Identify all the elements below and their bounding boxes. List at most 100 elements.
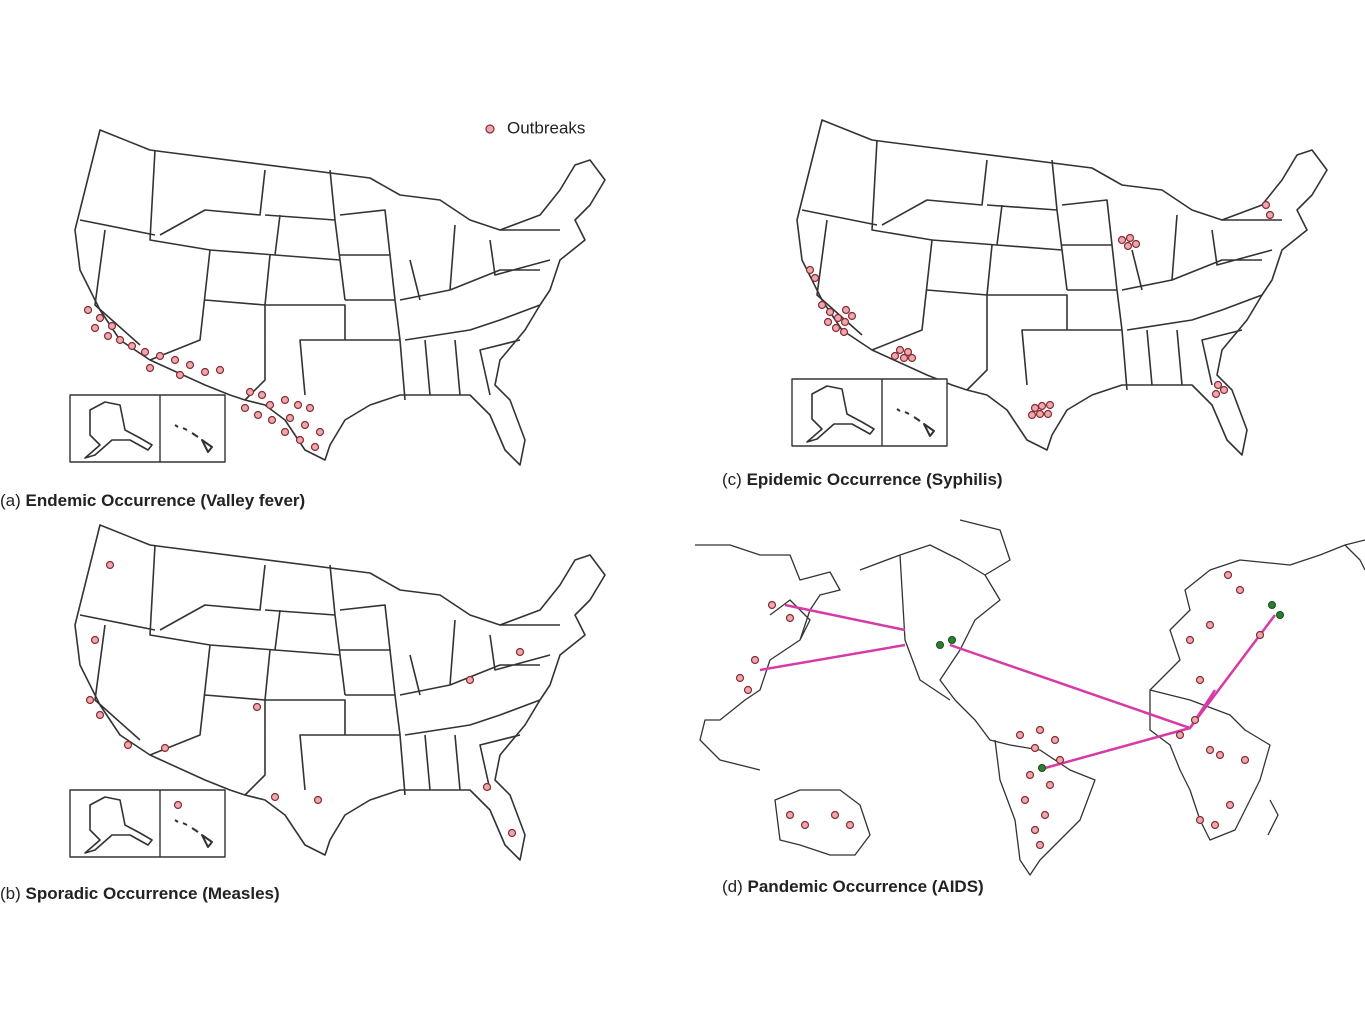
outbreak-marker [1037, 401, 1047, 411]
outbreak-marker [785, 613, 795, 623]
outbreak-marker [127, 341, 137, 351]
outbreak-marker [465, 675, 475, 685]
outbreak-marker [105, 560, 115, 570]
caption-title: Pandemic Occurrence (AIDS) [748, 877, 984, 896]
outbreak-marker [831, 323, 841, 333]
outbreak-marker [1205, 745, 1215, 755]
outbreak-marker [1123, 241, 1133, 251]
outbreak-marker [155, 351, 165, 361]
outbreak-marker [833, 313, 843, 323]
outbreak-marker [1210, 820, 1220, 830]
caption-tag: (b) [0, 884, 21, 903]
outbreak-marker [1043, 409, 1053, 419]
outbreak-marker [1185, 635, 1195, 645]
outbreak-marker [1045, 780, 1055, 790]
outbreak-marker [1240, 755, 1250, 765]
outbreak-marker [280, 427, 290, 437]
outbreak-marker [1265, 210, 1275, 220]
outbreak-marker [1125, 233, 1135, 243]
outbreak-marker [895, 345, 905, 355]
outbreak-marker [140, 347, 150, 357]
outbreak-marker [1190, 715, 1200, 725]
outbreak-marker [1261, 200, 1271, 210]
origin-marker [936, 641, 944, 649]
outbreak-marker [507, 828, 517, 838]
outbreak-marker [200, 367, 210, 377]
outbreak-marker [257, 390, 267, 400]
outbreak-marker [170, 355, 180, 365]
outbreak-marker [295, 435, 305, 445]
outbreak-marker [310, 442, 320, 452]
outbreak-marker [1235, 585, 1245, 595]
outbreak-marker [280, 395, 290, 405]
outbreak-marker [1255, 630, 1265, 640]
outbreak-marker [293, 400, 303, 410]
origin-marker [948, 636, 956, 644]
caption-a: (a) Endemic Occurrence (Valley fever) [0, 491, 305, 510]
outbreak-marker [265, 400, 275, 410]
world-map [695, 519, 1365, 876]
outbreak-marker [1050, 735, 1060, 745]
outbreak-marker [1219, 385, 1229, 395]
outbreak-marker [805, 265, 815, 275]
outbreak-marker [1211, 389, 1221, 399]
outbreak-marker [899, 353, 909, 363]
outbreak-marker [115, 335, 125, 345]
outbreak-marker [1030, 743, 1040, 753]
outbreak-marker [830, 810, 840, 820]
outbreak-marker [903, 347, 913, 357]
caption-tag: (c) [722, 470, 742, 489]
outbreak-marker [267, 415, 277, 425]
caption-d: (d) Pandemic Occurrence (AIDS) [722, 877, 984, 896]
outbreak-marker [1175, 730, 1185, 740]
legend-label: Outbreaks [507, 118, 585, 137]
outbreak-marker [800, 820, 810, 830]
outbreak-marker [1030, 403, 1040, 413]
caption-title: Epidemic Occurrence (Syphilis) [747, 470, 1003, 489]
outbreak-marker [305, 403, 315, 413]
outbreak-marker [90, 323, 100, 333]
outbreak-marker [160, 743, 170, 753]
caption-title: Endemic Occurrence (Valley fever) [26, 491, 306, 510]
outbreak-marker [315, 427, 325, 437]
outbreak-marker [253, 410, 263, 420]
caption-c: (c) Epidemic Occurrence (Syphilis) [722, 470, 1003, 489]
outbreak-marker [1035, 725, 1045, 735]
caption-tag: (a) [0, 491, 21, 510]
outbreak-marker [90, 635, 100, 645]
outbreak-marker [1195, 815, 1205, 825]
outbreak-marker [1040, 810, 1050, 820]
outbreak-marker [185, 360, 195, 370]
outbreak-marker [240, 403, 250, 413]
origin-marker [1268, 601, 1276, 609]
outbreak-marker [83, 305, 93, 315]
outbreak-marker [817, 300, 827, 310]
origin-marker [1038, 764, 1046, 772]
outbreak-marker [785, 810, 795, 820]
outbreak-marker [907, 353, 917, 363]
outbreak-marker [1020, 795, 1030, 805]
outbreak-marker [300, 420, 310, 430]
outbreak-marker [1213, 380, 1223, 390]
outbreak-marker [1025, 770, 1035, 780]
outbreak-marker [890, 351, 900, 361]
outbreak-marker [845, 820, 855, 830]
origin-marker [1276, 611, 1284, 619]
outbreak-marker [103, 331, 113, 341]
outbreak-marker [175, 370, 185, 380]
outbreak-marker [173, 800, 183, 810]
outbreak-marker [285, 413, 295, 423]
outbreak-marker [245, 387, 255, 397]
outbreak-marker [123, 740, 133, 750]
outbreak-marker [1035, 409, 1045, 419]
outbreak-marker [107, 321, 117, 331]
outbreak-marker [145, 363, 155, 373]
legend-marker [485, 124, 495, 134]
outbreak-marker [1225, 800, 1235, 810]
outbreak-marker [735, 673, 745, 683]
outbreak-marker [841, 305, 851, 315]
outbreak-marker [1205, 620, 1215, 630]
caption-title: Sporadic Occurrence (Measles) [26, 884, 280, 903]
outbreak-marker [215, 365, 225, 375]
